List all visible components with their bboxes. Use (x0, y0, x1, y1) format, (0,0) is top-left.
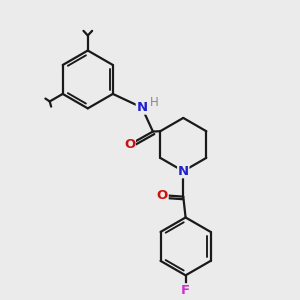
Text: H: H (150, 96, 159, 109)
Text: F: F (181, 284, 190, 297)
Text: N: N (178, 165, 189, 178)
Text: O: O (157, 189, 168, 202)
Text: N: N (136, 101, 148, 114)
Text: O: O (124, 138, 135, 151)
